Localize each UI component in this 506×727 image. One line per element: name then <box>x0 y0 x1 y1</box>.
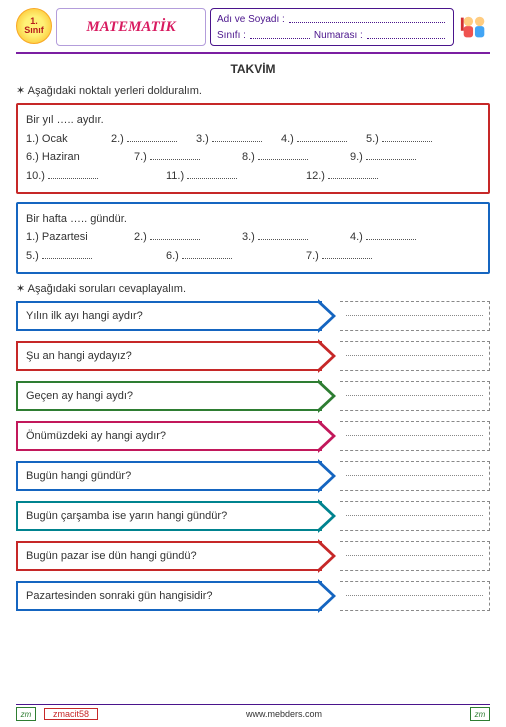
fill-item: 4.) <box>350 228 458 247</box>
arrow-icon <box>320 501 340 531</box>
fill-item: 6.) Haziran <box>26 148 134 167</box>
subject-title: MATEMATİK <box>56 8 206 46</box>
answer-box[interactable] <box>340 541 490 571</box>
fill-blank[interactable] <box>366 239 416 240</box>
fill-item: 5.) <box>366 130 451 149</box>
question-box: Pazartesinden sonraki gün hangisidir? <box>16 581 322 611</box>
answer-box[interactable] <box>340 421 490 451</box>
number-field[interactable] <box>367 30 445 39</box>
number-label: Numarası : <box>314 30 363 41</box>
student-info-box: Adı ve Soyadı : Sınıfı : Numarası : <box>210 8 454 46</box>
fill-item: 3.) <box>242 228 350 247</box>
question-row: Geçen ay hangi aydı? <box>16 381 490 411</box>
footer-signature: zm <box>16 707 36 721</box>
fill-blank[interactable] <box>127 141 177 142</box>
question-box: Bugün çarşamba ise yarın hangi gündür? <box>16 501 322 531</box>
instruction-2: ✶ Aşağıdaki soruları cevaplayalım. <box>16 282 490 295</box>
months-grid: 1.) Ocak2.) 3.) 4.) 5.) 6.) Haziran7.) 8… <box>26 130 480 186</box>
fill-blank[interactable] <box>382 141 432 142</box>
fill-item: 7.) <box>306 247 446 266</box>
question-row: Yılın ilk ayı hangi aydır? <box>16 301 490 331</box>
months-box: Bir yıl ….. aydır. 1.) Ocak2.) 3.) 4.) 5… <box>16 103 490 194</box>
question-row: Önümüzdeki ay hangi aydır? <box>16 421 490 451</box>
fill-item: 4.) <box>281 130 366 149</box>
days-box: Bir hafta ….. gündür. 1.) Pazartesi2.) 3… <box>16 202 490 274</box>
question-row: Bugün çarşamba ise yarın hangi gündür? <box>16 501 490 531</box>
fill-blank[interactable] <box>182 258 232 259</box>
answer-box[interactable] <box>340 341 490 371</box>
question-box: Yılın ilk ayı hangi aydır? <box>16 301 322 331</box>
footer-signature-2: zm <box>470 707 490 721</box>
fill-blank[interactable] <box>366 159 416 160</box>
arrow-icon <box>320 381 340 411</box>
fill-item: 5.) <box>26 247 166 266</box>
fill-blank[interactable] <box>150 159 200 160</box>
fill-item: 9.) <box>350 148 458 167</box>
worksheet-header: 1. Sınıf MATEMATİK Adı ve Soyadı : Sınıf… <box>16 8 490 46</box>
question-box: Bugün hangi gündür? <box>16 461 322 491</box>
arrow-icon <box>320 461 340 491</box>
footer: zm zmacit58 www.mebders.com zm <box>16 704 490 721</box>
arrow-icon <box>320 421 340 451</box>
arrow-icon <box>320 541 340 571</box>
name-field[interactable] <box>289 14 445 23</box>
fill-item: 1.) Ocak <box>26 130 111 149</box>
question-box: Bugün pazar ise dün hangi gündü? <box>16 541 322 571</box>
page-title: TAKVİM <box>16 62 490 76</box>
grade-badge: 1. Sınıf <box>16 8 52 44</box>
instruction-1: ✶ Aşağıdaki noktalı yerleri dolduralım. <box>16 84 490 97</box>
answer-box[interactable] <box>340 581 490 611</box>
question-row: Şu an hangi aydayız? <box>16 341 490 371</box>
arrow-icon <box>320 581 340 611</box>
fill-blank[interactable] <box>212 141 262 142</box>
question-box: Önümüzdeki ay hangi aydır? <box>16 421 322 451</box>
fill-item: 11.) <box>166 167 306 186</box>
arrow-icon <box>320 301 340 331</box>
answer-box[interactable] <box>340 381 490 411</box>
fill-blank[interactable] <box>328 178 378 179</box>
fill-blank[interactable] <box>258 239 308 240</box>
fill-blank[interactable] <box>187 178 237 179</box>
months-intro: Bir yıl ….. aydır. <box>26 111 480 130</box>
grade-label: Sınıf <box>24 26 44 35</box>
arrow-icon <box>320 341 340 371</box>
days-intro: Bir hafta ….. gündür. <box>26 210 480 229</box>
question-list: Yılın ilk ayı hangi aydır? Şu an hangi a… <box>16 301 490 611</box>
fill-item: 10.) <box>26 167 166 186</box>
question-box: Şu an hangi aydayız? <box>16 341 322 371</box>
fill-blank[interactable] <box>258 159 308 160</box>
question-box: Geçen ay hangi aydı? <box>16 381 322 411</box>
fill-blank[interactable] <box>48 178 98 179</box>
fill-item: 8.) <box>242 148 350 167</box>
fill-item: 3.) <box>196 130 281 149</box>
question-row: Bugün hangi gündür? <box>16 461 490 491</box>
kids-icon <box>458 8 490 46</box>
name-label: Adı ve Soyadı : <box>217 14 285 25</box>
footer-site: www.mebders.com <box>246 709 322 719</box>
header-divider <box>16 52 490 54</box>
answer-box[interactable] <box>340 301 490 331</box>
class-field[interactable] <box>250 30 310 39</box>
fill-item: 2.) <box>134 228 242 247</box>
footer-author: zmacit58 <box>44 708 98 720</box>
fill-item: 7.) <box>134 148 242 167</box>
class-label: Sınıfı : <box>217 30 246 41</box>
fill-item: 12.) <box>306 167 446 186</box>
answer-box[interactable] <box>340 461 490 491</box>
fill-item: 1.) Pazartesi <box>26 228 134 247</box>
fill-blank[interactable] <box>322 258 372 259</box>
answer-box[interactable] <box>340 501 490 531</box>
fill-blank[interactable] <box>297 141 347 142</box>
days-grid: 1.) Pazartesi2.) 3.) 4.) 5.) 6.) 7.) <box>26 228 480 265</box>
fill-blank[interactable] <box>150 239 200 240</box>
fill-blank[interactable] <box>42 258 92 259</box>
question-row: Pazartesinden sonraki gün hangisidir? <box>16 581 490 611</box>
fill-item: 6.) <box>166 247 306 266</box>
question-row: Bugün pazar ise dün hangi gündü? <box>16 541 490 571</box>
fill-item: 2.) <box>111 130 196 149</box>
